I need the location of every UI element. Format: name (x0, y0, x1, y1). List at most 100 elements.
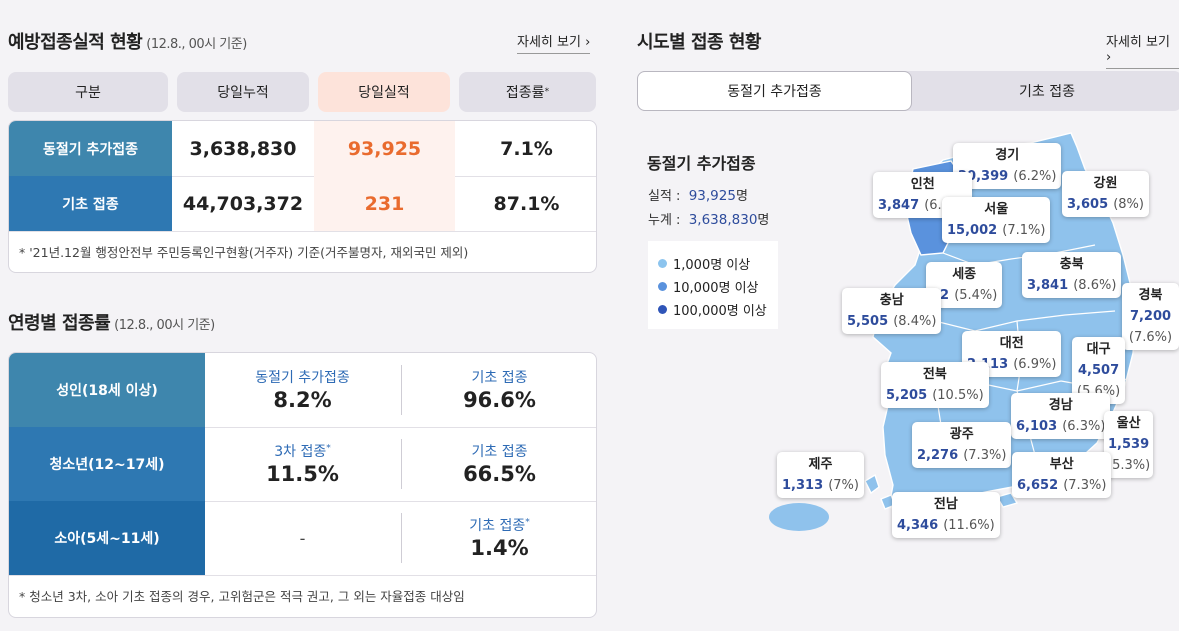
age-cell-label: 3차 접종 (274, 444, 327, 460)
daily-value: 231 (314, 176, 455, 231)
region-more-link[interactable]: 자세히 보기 › (1106, 31, 1179, 69)
region-count: 5,505 (847, 314, 889, 329)
region-name: 광주 (949, 427, 974, 442)
age-cell: 동절기 추가접종 8.2% (205, 353, 400, 427)
age-cell-value: 8.2% (273, 388, 332, 412)
header-rate-mark: * (544, 87, 550, 97)
rate-value: 87.1% (493, 192, 560, 215)
header-category: 구분 (8, 72, 168, 112)
region-name: 강원 (1093, 176, 1118, 191)
region-count: 1,313 (782, 478, 824, 493)
row-label: 기초 접종 (9, 176, 172, 231)
header-rate-label: 접종률 (505, 85, 545, 101)
age-cell: 3차 접종* 11.5% (205, 427, 400, 501)
age-title: 연령별 접종률 (12.8., 00시 기준) (8, 309, 215, 335)
table-row: 기초 접종 44,703,372 231 87.1% (9, 176, 596, 231)
region-rate: (7.1%) (1002, 223, 1046, 238)
region-name: 부산 (1049, 457, 1074, 472)
performance-note: * '21년.12월 행정안전부 주민등록인구현황(거주자) 기준(거주불명자,… (19, 245, 469, 260)
age-note: * 청소년 3차, 소아 기초 접종의 경우, 고위험군은 적극 권고, 그 외… (19, 589, 465, 604)
rate-value: 7.1% (500, 137, 553, 160)
tab-booster[interactable]: 동절기 추가접종 (637, 71, 912, 111)
age-cell-value: 66.5% (463, 462, 536, 486)
region-gangwon[interactable]: 강원 3,605 (8%) (1062, 171, 1149, 217)
tab-basic-label: 기초 접종 (1019, 84, 1075, 100)
region-count: 15,002 (947, 223, 998, 238)
daily-value: 93,925 (314, 121, 455, 176)
region-rate: (6.3%) (1062, 419, 1106, 434)
region-rate: (5.3%) (1107, 458, 1151, 473)
performance-title-text: 예방접종실적 현황 (8, 32, 143, 53)
age-cell-value: 96.6% (463, 388, 536, 412)
summary-unit: 명 (757, 213, 770, 228)
summary-total-label: 누계 : (648, 213, 681, 228)
summary-total: 누계 : 3,638,830명 (648, 209, 769, 228)
age-cell-mark: * (525, 517, 530, 528)
legend-dot-icon (658, 282, 667, 291)
region-count: 3,847 (878, 198, 920, 213)
legend-label: 100,000명 이상 (673, 304, 767, 319)
row-label: 동절기 추가접종 (9, 121, 172, 176)
age-cell-value: 11.5% (266, 462, 339, 486)
summary-unit: 명 (735, 189, 748, 204)
region-gyeongnam[interactable]: 경남 6,103 (6.3%) (1011, 393, 1111, 439)
region-rate: (10.5%) (932, 388, 984, 403)
region-count: 4,346 (897, 518, 939, 533)
region-name: 충북 (1059, 257, 1084, 272)
region-tabs: 동절기 추가접종 기초 접종 (637, 71, 1179, 111)
region-jeonbuk[interactable]: 전북 5,205 (10.5%) (881, 362, 989, 408)
region-busan[interactable]: 부산 6,652 (7.3%) (1012, 452, 1112, 498)
region-ulsan[interactable]: 울산 1,539 (5.3%) (1104, 411, 1154, 478)
region-name: 대전 (999, 336, 1024, 351)
age-cell-label: 기초 접종 (469, 518, 526, 534)
region-chungbuk[interactable]: 충북 3,841 (8.6%) (1022, 252, 1122, 298)
header-daily-label: 당일실적 (358, 85, 410, 101)
age-subtitle: (12.8., 00시 기준) (114, 318, 215, 333)
region-rate: (7.3%) (963, 448, 1007, 463)
header-category-label: 구분 (75, 85, 101, 101)
legend-item: 100,000명 이상 (658, 300, 767, 319)
region-rate: (7%) (828, 478, 859, 493)
region-name: 전남 (933, 497, 958, 512)
age-cell-label: 기초 접종 (471, 444, 528, 460)
age-row-label-text: 소아(5세~11세) (54, 531, 160, 547)
note-divider (9, 575, 596, 576)
region-jeju[interactable]: 제주 1,313 (7%) (777, 452, 864, 498)
region-name: 서울 (984, 202, 1009, 217)
region-gyeongbuk[interactable]: 경북 7,200 (7.6%) (1122, 283, 1179, 350)
region-rate: (8%) (1113, 197, 1144, 212)
map-island-shape (995, 492, 1019, 508)
tab-basic[interactable]: 기초 접종 (912, 71, 1179, 111)
region-daegu[interactable]: 대구 4,507 (5.6%) (1072, 337, 1126, 404)
legend-dot-icon (658, 259, 667, 268)
region-count: 6,103 (1016, 419, 1058, 434)
age-cell-label: 동절기 추가접종 (255, 370, 350, 386)
region-seoul[interactable]: 서울 15,002 (7.1%) (942, 197, 1051, 243)
region-rate: (5.4%) (954, 288, 998, 303)
row-label-text: 동절기 추가접종 (42, 141, 139, 158)
age-title-text: 연령별 접종률 (8, 313, 111, 334)
map-jeju-shape (769, 503, 829, 531)
header-cumulative-label: 당일누적 (217, 85, 269, 101)
table-row: 동절기 추가접종 3,638,830 93,925 7.1% (9, 121, 596, 176)
region-rate: (8.6%) (1073, 278, 1117, 293)
region-name: 충남 (879, 293, 904, 308)
performance-more-link[interactable]: 자세히 보기 › (517, 31, 591, 54)
legend-item: 10,000명 이상 (658, 277, 759, 296)
region-name: 전북 (922, 367, 947, 382)
region-name: 제주 (808, 457, 833, 472)
region-name: 경기 (995, 148, 1020, 163)
map-island-shape (864, 473, 880, 495)
region-jeonnam[interactable]: 전남 4,346 (11.6%) (892, 492, 1000, 538)
region-count: 1,539 (1108, 437, 1150, 452)
age-row-label: 소아(5세~11세) (9, 501, 205, 575)
region-count: 7,200 (1129, 309, 1172, 324)
region-gwangju[interactable]: 광주 2,276 (7.3%) (912, 422, 1012, 468)
region-rate: (11.6%) (943, 518, 995, 533)
age-cell-mark: * (326, 443, 331, 454)
region-title-text: 시도별 접종 현황 (637, 32, 761, 53)
age-cell: 기초 접종 96.6% (402, 353, 596, 427)
summary-actual-label: 실적 : (648, 189, 681, 204)
summary-title: 동절기 추가접종 (647, 154, 756, 173)
region-chungnam[interactable]: 충남 5,505 (8.4%) (842, 288, 942, 334)
